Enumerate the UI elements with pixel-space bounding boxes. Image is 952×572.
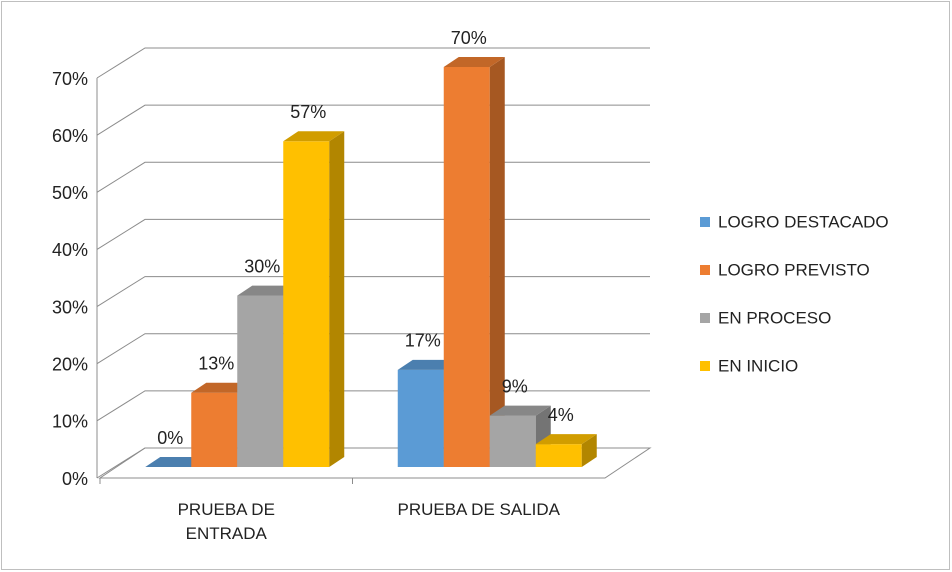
legend-swatch [700, 217, 710, 227]
x-tick-label: PRUEBA DE ENTRADA [177, 500, 275, 543]
bar [145, 457, 207, 467]
value-label: 9% [502, 376, 528, 396]
y-tick-label: 0% [62, 469, 88, 489]
bar-top [191, 382, 253, 393]
legend-label: LOGRO PREVISTO [718, 260, 870, 279]
bar-front [191, 392, 238, 467]
legend-swatch [700, 265, 710, 275]
legend-label: EN INICIO [718, 356, 798, 375]
bar-side [329, 131, 345, 468]
bar-top [397, 359, 459, 370]
y-tick-label: 20% [52, 354, 88, 374]
bar-top [489, 405, 551, 416]
bar-top [283, 131, 345, 142]
legend-label: EN PROCESO [718, 308, 831, 327]
y-tick-label: 40% [52, 240, 88, 260]
y-tick-label: 60% [52, 126, 88, 146]
bar-top [237, 285, 299, 296]
x-tick-label: PRUEBA DE SALIDA [397, 500, 560, 519]
bar-front [283, 141, 330, 468]
bar-front [443, 67, 490, 467]
bar [535, 434, 597, 467]
value-label: 70% [451, 28, 487, 48]
bar-front [237, 295, 284, 467]
grid-line [96, 47, 650, 79]
legend-swatch [700, 313, 710, 323]
y-tick-label: 70% [52, 69, 88, 89]
legend-swatch [700, 361, 710, 371]
bar-top [145, 457, 207, 467]
value-label: 30% [244, 256, 280, 276]
value-label: 4% [548, 405, 574, 425]
bar-front [489, 415, 536, 467]
legend-label: LOGRO DESTACADO [718, 212, 889, 231]
bar [443, 57, 505, 467]
bar-top [535, 434, 597, 445]
y-tick-label: 50% [52, 183, 88, 203]
value-label: 57% [290, 102, 326, 122]
bar-side [489, 57, 505, 467]
y-tick-label: 10% [52, 412, 88, 432]
bar [283, 131, 345, 468]
bar-front [535, 444, 582, 467]
y-tick-label: 30% [52, 297, 88, 317]
value-label: 13% [198, 353, 234, 373]
bar-front [397, 369, 444, 467]
value-label: 17% [405, 331, 441, 351]
value-label: 0% [157, 428, 183, 448]
bar-top [443, 57, 505, 67]
bar-side [581, 434, 597, 467]
